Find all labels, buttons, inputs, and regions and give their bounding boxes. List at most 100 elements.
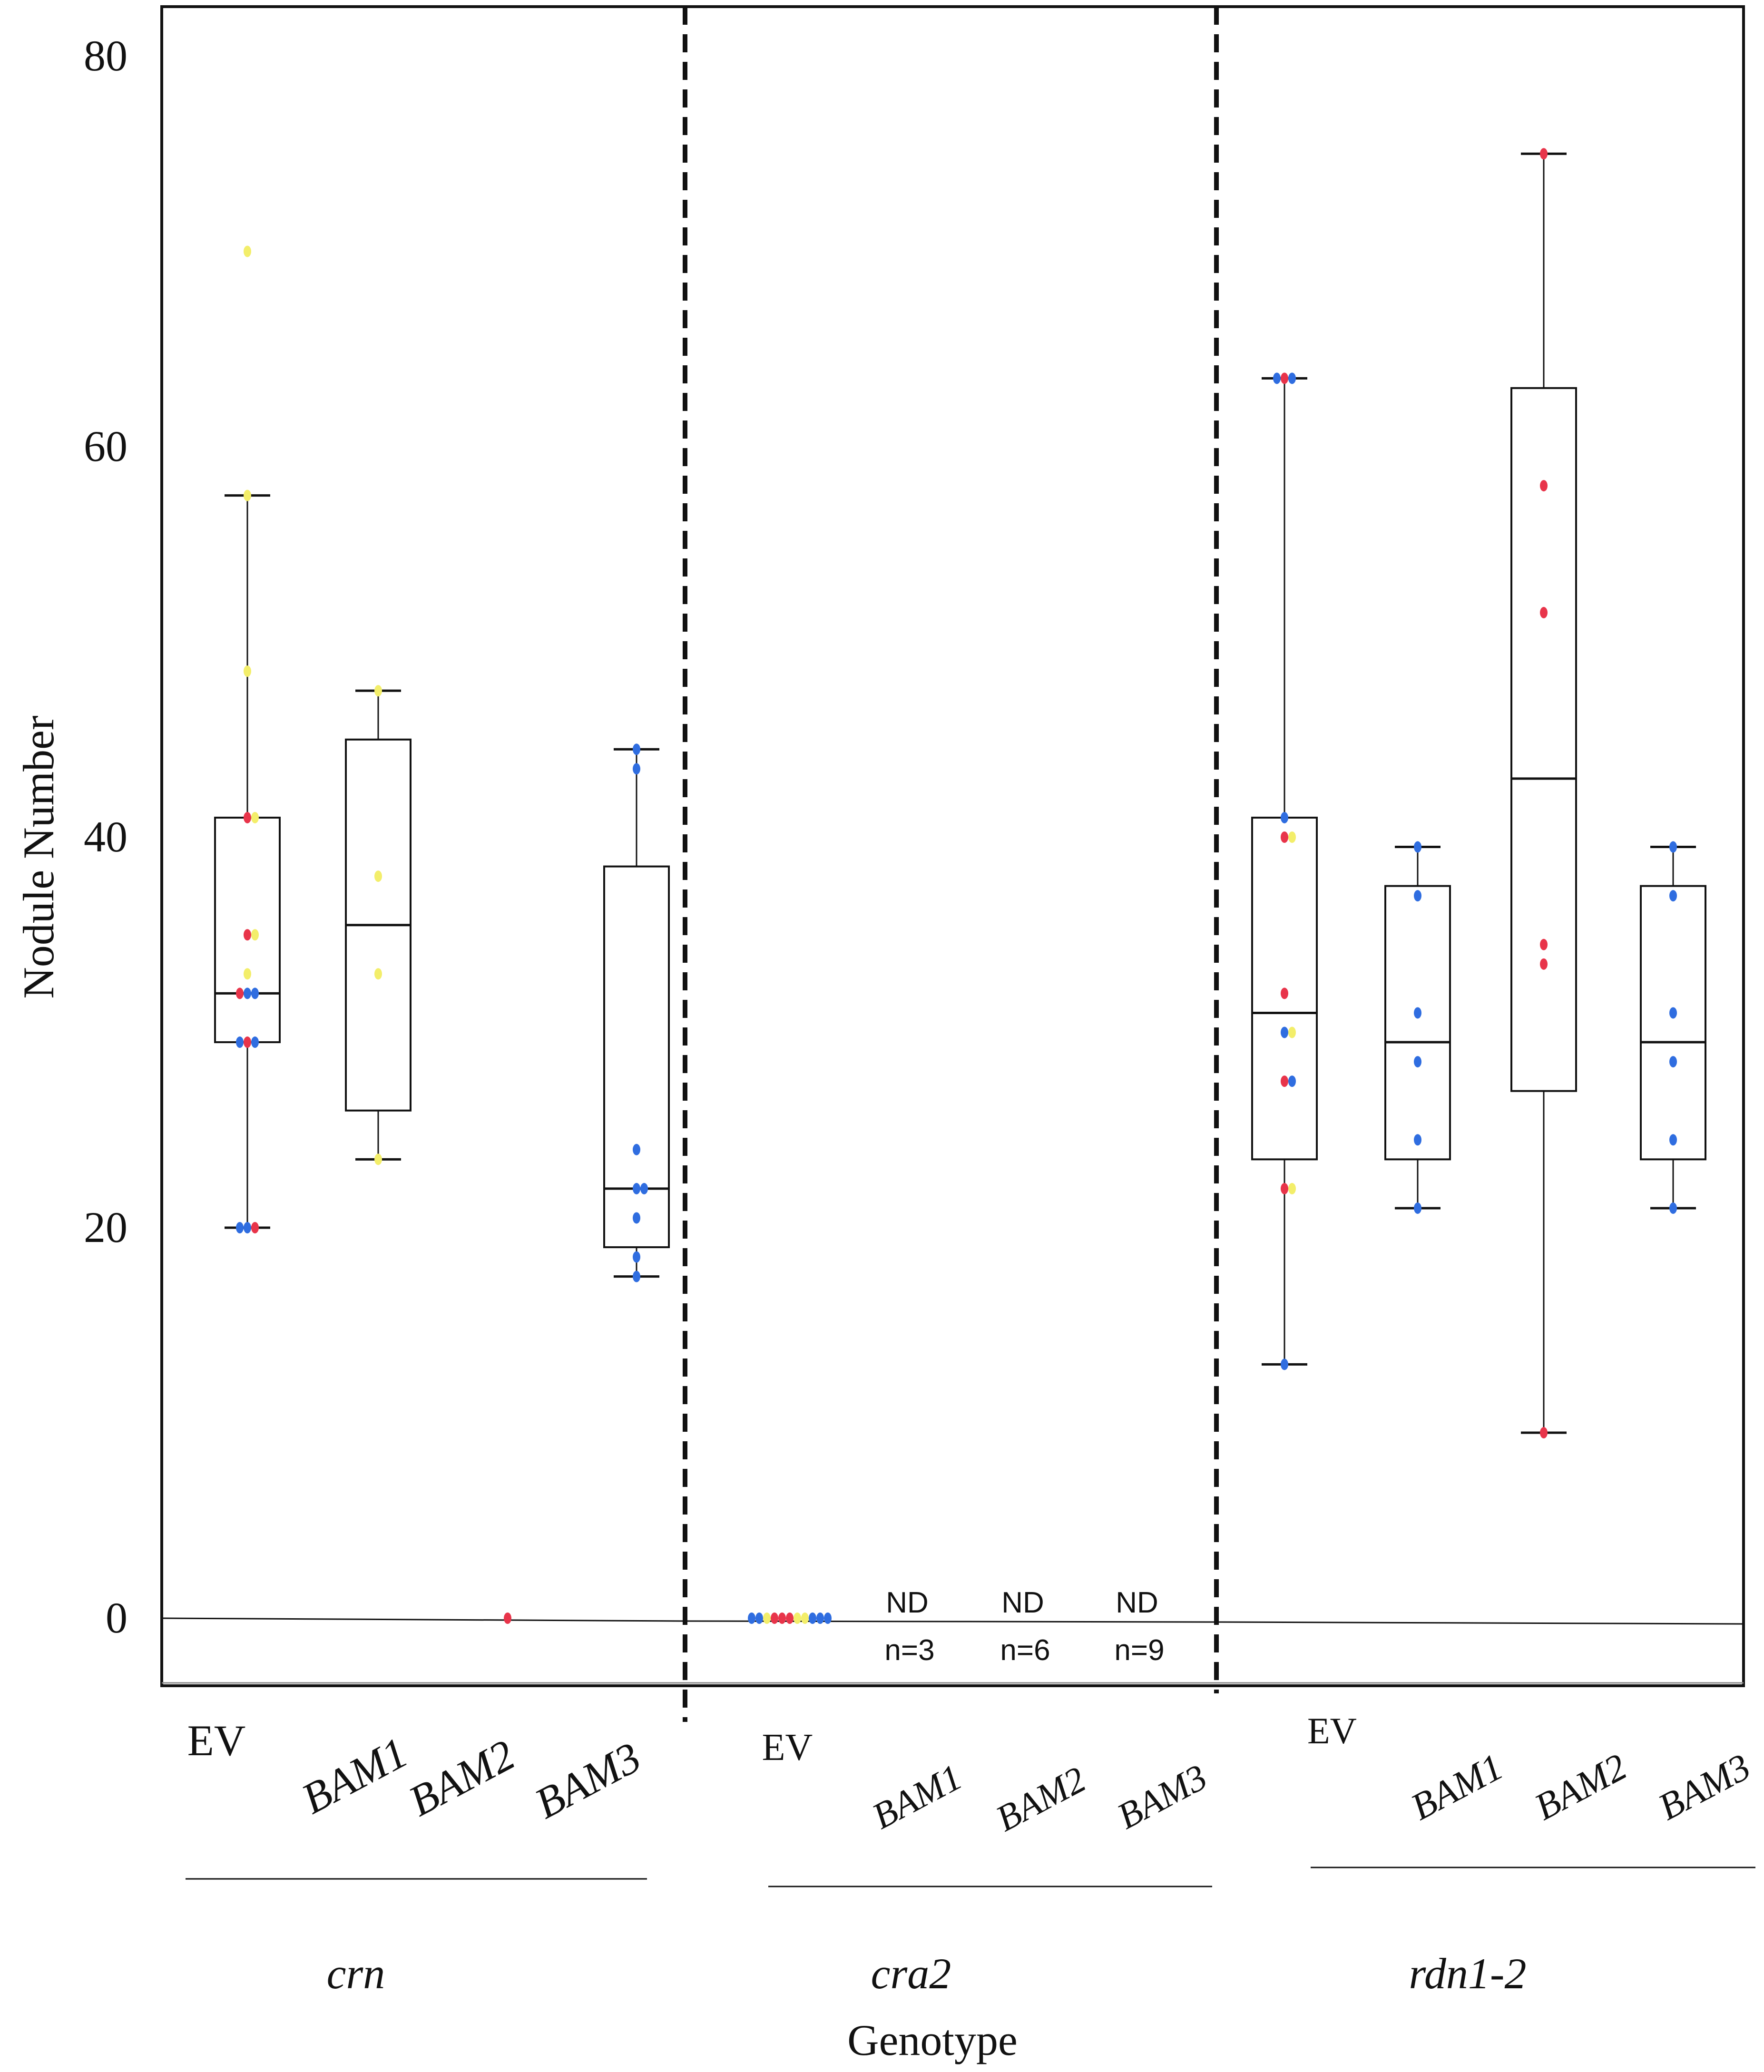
point-rdn1-2-BAM2-2: [1540, 606, 1548, 618]
point-crn-EV-10: [236, 987, 244, 999]
point-rdn1-2-EV-13: [1281, 1359, 1288, 1370]
x-tick-label-crn-EV: EV: [187, 1716, 246, 1765]
point-rdn1-2-EV-10: [1288, 1075, 1296, 1087]
point-cra2-EV-5: [786, 1613, 794, 1624]
point-rdn1-2-EV-8: [1288, 1026, 1296, 1038]
point-crn-BAM3-3: [633, 1183, 640, 1194]
point-crn-EV-9: [251, 987, 259, 999]
point-crn-EV-4: [251, 811, 259, 823]
point-crn-BAM1-0: [374, 685, 382, 697]
point-crn-EV-5: [244, 929, 251, 941]
point-crn-EV-13: [236, 1036, 244, 1048]
n-label-cra2-BAM2: n=6: [1000, 1634, 1050, 1667]
point-rdn1-2-EV-12: [1288, 1183, 1296, 1194]
point-cra2-EV-0: [748, 1613, 755, 1624]
y-tick-label-60: 60: [84, 422, 127, 470]
point-rdn1-2-BAM1-1: [1414, 890, 1421, 902]
y-tick-label-80: 80: [84, 31, 127, 80]
point-rdn1-2-BAM1-2: [1414, 1007, 1421, 1019]
boxplots: ND n=3 ND n=6 ND n=9: [214, 148, 1706, 1667]
y-axis-ticks: 0 20 40 60 80: [84, 31, 127, 1642]
point-rdn1-2-EV-0: [1281, 372, 1288, 384]
point-rdn1-2-BAM2-0: [1540, 148, 1548, 160]
point-rdn1-2-BAM1-5: [1414, 1202, 1421, 1214]
point-crn-BAM3-7: [633, 1271, 640, 1282]
n-label-cra2-BAM1: n=3: [884, 1634, 934, 1667]
point-cra2-EV-9: [816, 1613, 824, 1624]
point-crn-EV-15: [251, 1222, 259, 1233]
box-rdn1-2-BAM3: [1640, 885, 1706, 1161]
y-axis-title: Nodule Number: [14, 715, 63, 998]
point-rdn1-2-BAM2-4: [1540, 958, 1548, 970]
point-crn-BAM3-0: [633, 743, 640, 755]
point-crn-EV-2: [244, 665, 251, 677]
point-rdn1-2-BAM3-2: [1669, 1007, 1677, 1019]
point-cra2-EV-8: [809, 1613, 816, 1624]
plot-frame: [160, 5, 1745, 1687]
point-rdn1-2-BAM3-5: [1669, 1202, 1677, 1214]
point-cra2-EV-3: [771, 1613, 778, 1624]
point-crn-EV-0: [244, 245, 251, 257]
point-cra2-EV-4: [778, 1613, 786, 1624]
box-rdn1-2-BAM1: [1384, 885, 1451, 1161]
group-label-cra2: cra2: [871, 1949, 951, 1998]
n-label-cra2-BAM3: n=9: [1114, 1634, 1164, 1667]
box-rdn1-2-BAM2: [1510, 387, 1577, 1092]
point-crn-EV-14: [244, 1222, 251, 1233]
point-crn-EV-1: [244, 489, 251, 501]
y-tick-label-20: 20: [84, 1203, 127, 1251]
nd-label-cra2-BAM2: ND: [1001, 1586, 1044, 1619]
point-rdn1-2-EV-4: [1281, 831, 1288, 843]
y-tick-label-0: 0: [106, 1593, 127, 1642]
zero-line-crn: [161, 1617, 686, 1622]
point-rdn1-2-EV-5: [1288, 831, 1296, 843]
point-rdn1-2-BAM2-3: [1540, 938, 1548, 950]
point-rdn1-2-BAM1-3: [1414, 1056, 1421, 1068]
point-crn-BAM3-1: [633, 763, 640, 775]
y-tick-label-40: 40: [84, 812, 127, 861]
point-cra2-EV-1: [755, 1613, 763, 1624]
nd-label-cra2-BAM3: ND: [1116, 1586, 1158, 1619]
point-crn-BAM2-0: [504, 1613, 511, 1624]
point-crn-EV-6: [251, 929, 259, 941]
point-cra2-EV-6: [794, 1613, 801, 1624]
point-rdn1-2-BAM3-3: [1669, 1056, 1677, 1068]
point-crn-BAM3-5: [633, 1212, 640, 1224]
group-label-crn: crn: [327, 1949, 385, 1998]
point-rdn1-2-EV-3: [1281, 811, 1288, 823]
x-tick-label-cra2-EV: EV: [762, 1727, 813, 1769]
point-crn-BAM3-2: [633, 1144, 640, 1155]
point-rdn1-2-EV-1: [1288, 372, 1296, 384]
point-rdn1-2-BAM1-4: [1414, 1134, 1421, 1146]
point-rdn1-2-EV-11: [1281, 1183, 1288, 1194]
point-crn-EV-11: [244, 1036, 251, 1048]
point-rdn1-2-BAM1-0: [1414, 841, 1421, 853]
zero-line-rdn1-2: [1216, 1621, 1744, 1625]
point-rdn1-2-BAM3-0: [1669, 841, 1677, 853]
point-rdn1-2-BAM2-1: [1540, 480, 1548, 492]
point-crn-BAM1-3: [374, 1153, 382, 1165]
nd-label-cra2-BAM1: ND: [886, 1586, 929, 1619]
x-tick-label-rdn1-2-EV: EV: [1307, 1710, 1357, 1751]
point-crn-BAM1-2: [374, 968, 382, 980]
point-crn-EV-7: [244, 968, 251, 980]
point-cra2-EV-7: [801, 1613, 809, 1624]
box-crn-BAM3: [603, 865, 670, 1249]
point-rdn1-2-EV-2: [1273, 372, 1281, 384]
x-axis-title: Genotype: [847, 2016, 1018, 2064]
point-rdn1-2-BAM3-1: [1669, 890, 1677, 902]
point-cra2-EV-10: [824, 1613, 832, 1624]
group-label-rdn1-2: rdn1-2: [1409, 1949, 1526, 1998]
point-crn-BAM3-4: [640, 1183, 648, 1194]
point-rdn1-2-EV-6: [1281, 987, 1288, 999]
point-rdn1-2-BAM2-5: [1540, 1427, 1548, 1439]
point-rdn1-2-EV-7: [1281, 1026, 1288, 1038]
point-rdn1-2-BAM3-4: [1669, 1134, 1677, 1146]
point-cra2-EV-2: [763, 1613, 771, 1624]
point-crn-BAM3-6: [633, 1251, 640, 1263]
point-crn-EV-16: [236, 1222, 244, 1233]
point-crn-EV-8: [244, 987, 251, 999]
point-crn-EV-3: [244, 811, 251, 823]
point-crn-EV-12: [251, 1036, 259, 1048]
